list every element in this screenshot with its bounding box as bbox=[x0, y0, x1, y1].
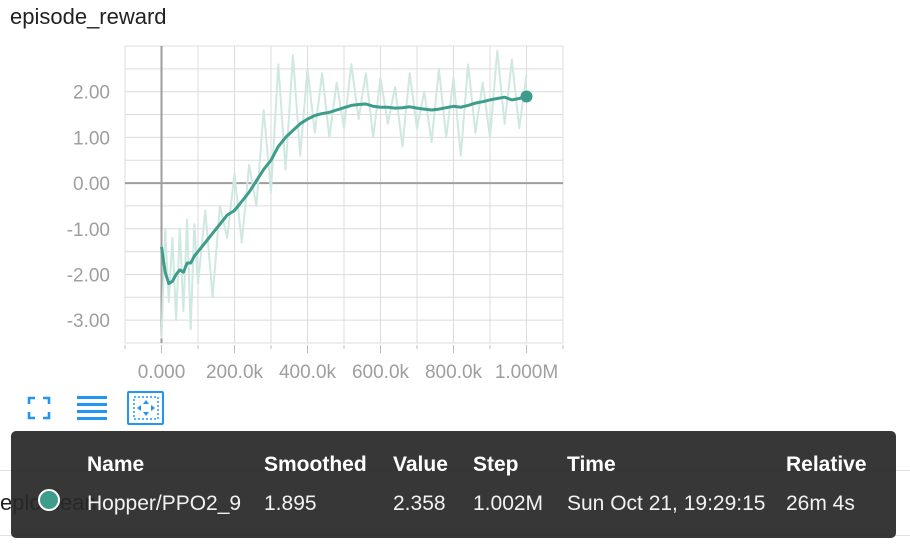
fit-domain-button[interactable] bbox=[127, 391, 164, 425]
fullscreen-button[interactable] bbox=[22, 392, 56, 424]
y-tick-label: 2.00 bbox=[73, 83, 110, 104]
x-tick-label: 800.0k bbox=[425, 362, 483, 383]
fullscreen-icon bbox=[27, 396, 51, 420]
x-tick-label: 400.0k bbox=[279, 362, 337, 383]
tooltip-header-value: Value bbox=[393, 453, 448, 477]
tooltip-relative: 26m 4s bbox=[786, 492, 855, 516]
y-tick-label: -3.00 bbox=[67, 311, 110, 332]
y-tick-label: -2.00 bbox=[67, 265, 110, 286]
y-tick-label: 0.00 bbox=[73, 174, 110, 195]
tooltip-time: Sun Oct 21, 19:29:15 bbox=[567, 492, 765, 516]
fit-domain-icon bbox=[133, 396, 159, 420]
hover-point bbox=[521, 90, 533, 102]
tooltip-run-name: Hopper/PPO2_9 bbox=[87, 492, 241, 516]
grid-layer bbox=[125, 46, 563, 343]
tooltip-step: 1.002M bbox=[473, 492, 543, 516]
y-tick-label: -1.00 bbox=[67, 220, 110, 241]
toggle-log-scale-button[interactable] bbox=[75, 392, 109, 424]
tooltip-header-name: Name bbox=[87, 453, 144, 477]
x-tick-label: 600.0k bbox=[352, 362, 410, 383]
tooltip-smoothed-value: 1.895 bbox=[264, 492, 317, 516]
tooltip: Name Smoothed Value Step Time Relative H… bbox=[11, 431, 896, 538]
x-tick-label: 1.000M bbox=[495, 362, 558, 383]
tooltip-header-relative: Relative bbox=[786, 453, 867, 477]
tooltip-header-step: Step bbox=[473, 453, 519, 477]
tooltip-value: 2.358 bbox=[393, 492, 446, 516]
tooltip-header-time: Time bbox=[567, 453, 616, 477]
toggle-log-scale-icon bbox=[76, 395, 108, 421]
x-tick-label: 0.000 bbox=[138, 362, 186, 383]
chart-plot[interactable]: 0.000 200.0k 400.0k 600.0k 800.0k 1.000M -3.00… bbox=[0, 0, 910, 390]
tooltip-header-smoothed: Smoothed bbox=[264, 453, 367, 477]
x-tick-label: 200.0k bbox=[206, 362, 264, 383]
y-tick-label: 1.00 bbox=[73, 128, 110, 149]
series-color-swatch bbox=[38, 489, 60, 511]
